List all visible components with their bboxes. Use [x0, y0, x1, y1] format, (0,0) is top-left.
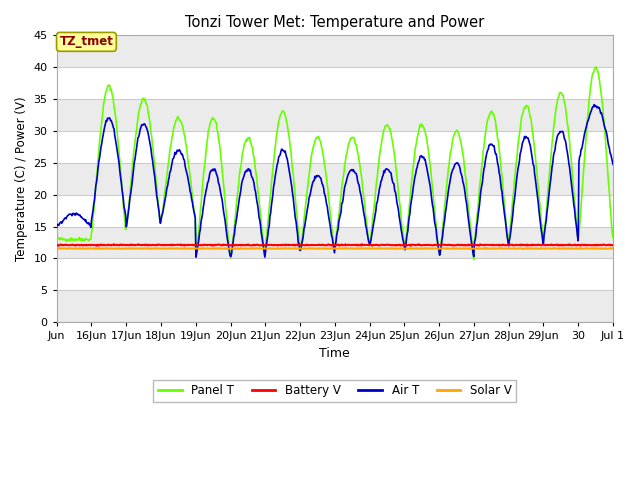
Bar: [57, 227, 613, 258]
X-axis label: Time: Time: [319, 347, 350, 360]
Bar: [57, 99, 613, 131]
Y-axis label: Temperature (C) / Power (V): Temperature (C) / Power (V): [15, 96, 28, 261]
Text: TZ_tmet: TZ_tmet: [60, 36, 113, 48]
Bar: [57, 290, 613, 322]
Bar: [57, 36, 613, 67]
Title: Tonzi Tower Met: Temperature and Power: Tonzi Tower Met: Temperature and Power: [185, 15, 484, 30]
Bar: [57, 163, 613, 195]
Legend: Panel T, Battery V, Air T, Solar V: Panel T, Battery V, Air T, Solar V: [154, 380, 516, 402]
